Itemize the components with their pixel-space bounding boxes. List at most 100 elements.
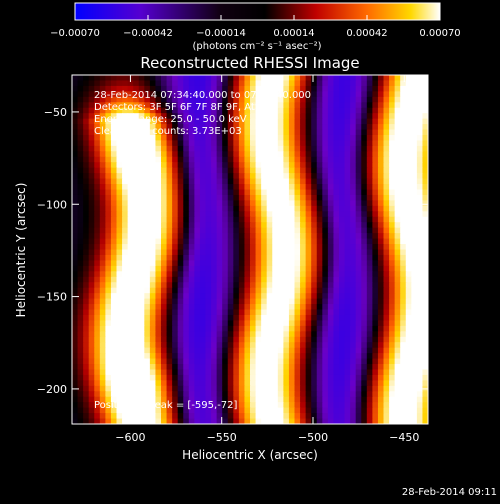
heatmap-cell xyxy=(394,178,401,185)
heatmap-cell xyxy=(383,314,390,321)
heatmap-cell xyxy=(266,380,273,387)
annotation-block: 28-Feb-2014 07:34:40.000 to 07:36:40.000… xyxy=(94,90,311,137)
heatmap-cell xyxy=(400,320,407,327)
heatmap-cell xyxy=(277,358,284,365)
heatmap-cell xyxy=(166,189,173,196)
heatmap-cell xyxy=(422,107,428,114)
heatmap-cell xyxy=(211,162,218,169)
heatmap-cell xyxy=(250,309,257,316)
heatmap-cell xyxy=(288,129,296,136)
heatmap-cell xyxy=(405,314,412,321)
heatmap-cell xyxy=(283,124,290,131)
heatmap-cell xyxy=(339,391,346,398)
heatmap-cell xyxy=(166,233,173,240)
heatmap-cell xyxy=(377,151,385,158)
heatmap-cell xyxy=(250,113,257,120)
plot-frame xyxy=(71,74,429,425)
heatmap-cell xyxy=(233,374,240,381)
heatmap-cell xyxy=(300,162,307,169)
heatmap-cell xyxy=(288,374,296,381)
heatmap-cell xyxy=(405,216,412,223)
heatmap-cell xyxy=(283,80,290,87)
heatmap-cell xyxy=(161,369,168,376)
heatmap-cell xyxy=(155,162,162,169)
heatmap-cell xyxy=(72,364,79,371)
heatmap-cell xyxy=(333,162,340,169)
heatmap-cell xyxy=(83,80,90,87)
heatmap-cell xyxy=(327,391,335,398)
heatmap-cell xyxy=(238,314,246,321)
heatmap-cell xyxy=(99,304,106,311)
heatmap-cell xyxy=(372,385,379,392)
heatmap-cell xyxy=(172,260,179,267)
heatmap-cell xyxy=(366,145,373,152)
heatmap-cell xyxy=(105,413,112,420)
heatmap-cell xyxy=(110,314,118,321)
heatmap-cell xyxy=(266,102,273,109)
heatmap-cell xyxy=(105,260,112,267)
heatmap-cell xyxy=(400,304,407,311)
heatmap-cell xyxy=(77,298,84,305)
heatmap-cell xyxy=(288,298,296,305)
heatmap-cell xyxy=(272,336,279,343)
heatmap-cell xyxy=(283,244,290,251)
heatmap-cell xyxy=(149,173,157,180)
heatmap-cell xyxy=(305,413,312,420)
heatmap-cell xyxy=(122,304,129,311)
heatmap-cell xyxy=(283,102,290,109)
heatmap-cell xyxy=(188,325,195,332)
heatmap-cell xyxy=(177,233,184,240)
heatmap-cell xyxy=(194,369,201,376)
heatmap-cell xyxy=(88,244,95,251)
heatmap-cell xyxy=(77,129,84,136)
heatmap-cell xyxy=(416,162,424,169)
heatmap-cell xyxy=(105,113,112,120)
heatmap-cell xyxy=(250,271,257,278)
heatmap-cell xyxy=(422,162,428,169)
heatmap-cell xyxy=(83,140,90,147)
heatmap-cell xyxy=(316,80,323,87)
heatmap-cell xyxy=(211,254,218,261)
heatmap-cell xyxy=(283,238,290,245)
heatmap-cell xyxy=(105,91,112,98)
heatmap-cell xyxy=(138,233,145,240)
heatmap-cell xyxy=(361,364,368,371)
heatmap-cell xyxy=(311,249,318,256)
x-axis-label: Heliocentric X (arcsec) xyxy=(182,448,318,462)
heatmap-cell xyxy=(205,374,212,381)
heatmap-cell xyxy=(133,80,140,87)
heatmap-cell xyxy=(244,287,251,294)
heatmap-cell xyxy=(316,222,323,229)
heatmap-cell xyxy=(83,314,90,321)
heatmap-cell xyxy=(333,140,340,147)
heatmap-cell xyxy=(110,325,118,332)
heatmap-cell xyxy=(194,113,201,120)
heatmap-cell xyxy=(255,325,262,332)
heatmap-cell xyxy=(110,347,118,354)
heatmap-cell xyxy=(149,276,157,283)
heatmap-cell xyxy=(88,113,95,120)
heatmap-cell xyxy=(261,309,268,316)
heatmap-cell xyxy=(199,75,207,82)
heatmap-cell xyxy=(122,173,129,180)
heatmap-cell xyxy=(105,85,112,92)
heatmap-cell xyxy=(261,298,268,305)
heatmap-cell xyxy=(350,118,357,125)
x-tick-labels: −600 −550 −500 −450 xyxy=(115,431,419,444)
heatmap-cell xyxy=(211,287,218,294)
heatmap-cell xyxy=(361,107,368,114)
heatmap-cell xyxy=(416,418,424,424)
heatmap-cell xyxy=(227,140,234,147)
heatmap-cell xyxy=(333,374,340,381)
heatmap-cell xyxy=(155,298,162,305)
heatmap-cell xyxy=(122,134,129,142)
heatmap-cell xyxy=(88,260,95,267)
heatmap-cell xyxy=(233,107,240,114)
heatmap-cell xyxy=(149,156,157,163)
heatmap-cell xyxy=(344,309,351,316)
heatmap-cell xyxy=(244,391,251,398)
heatmap-cell xyxy=(344,173,351,180)
heatmap-cell xyxy=(233,173,240,180)
heatmap-cell xyxy=(88,96,95,103)
heatmap-cell xyxy=(355,396,362,403)
